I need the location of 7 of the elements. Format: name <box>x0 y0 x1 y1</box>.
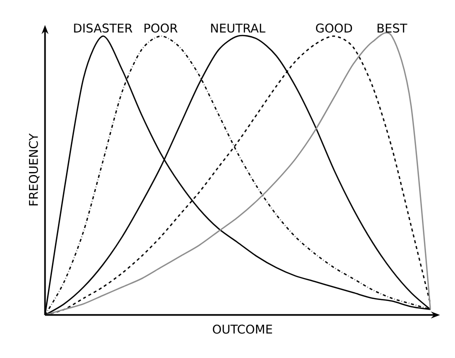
series-label: NEUTRAL <box>211 24 266 33</box>
y-axis-title: FREQUENCY <box>28 133 40 206</box>
x-axis-title: OUTCOME <box>212 324 272 334</box>
legend-label: DISASTER <box>74 24 132 33</box>
series-label: BEST <box>378 24 408 33</box>
series-label: POOR <box>144 24 178 33</box>
series-label: GOOD <box>316 24 352 33</box>
